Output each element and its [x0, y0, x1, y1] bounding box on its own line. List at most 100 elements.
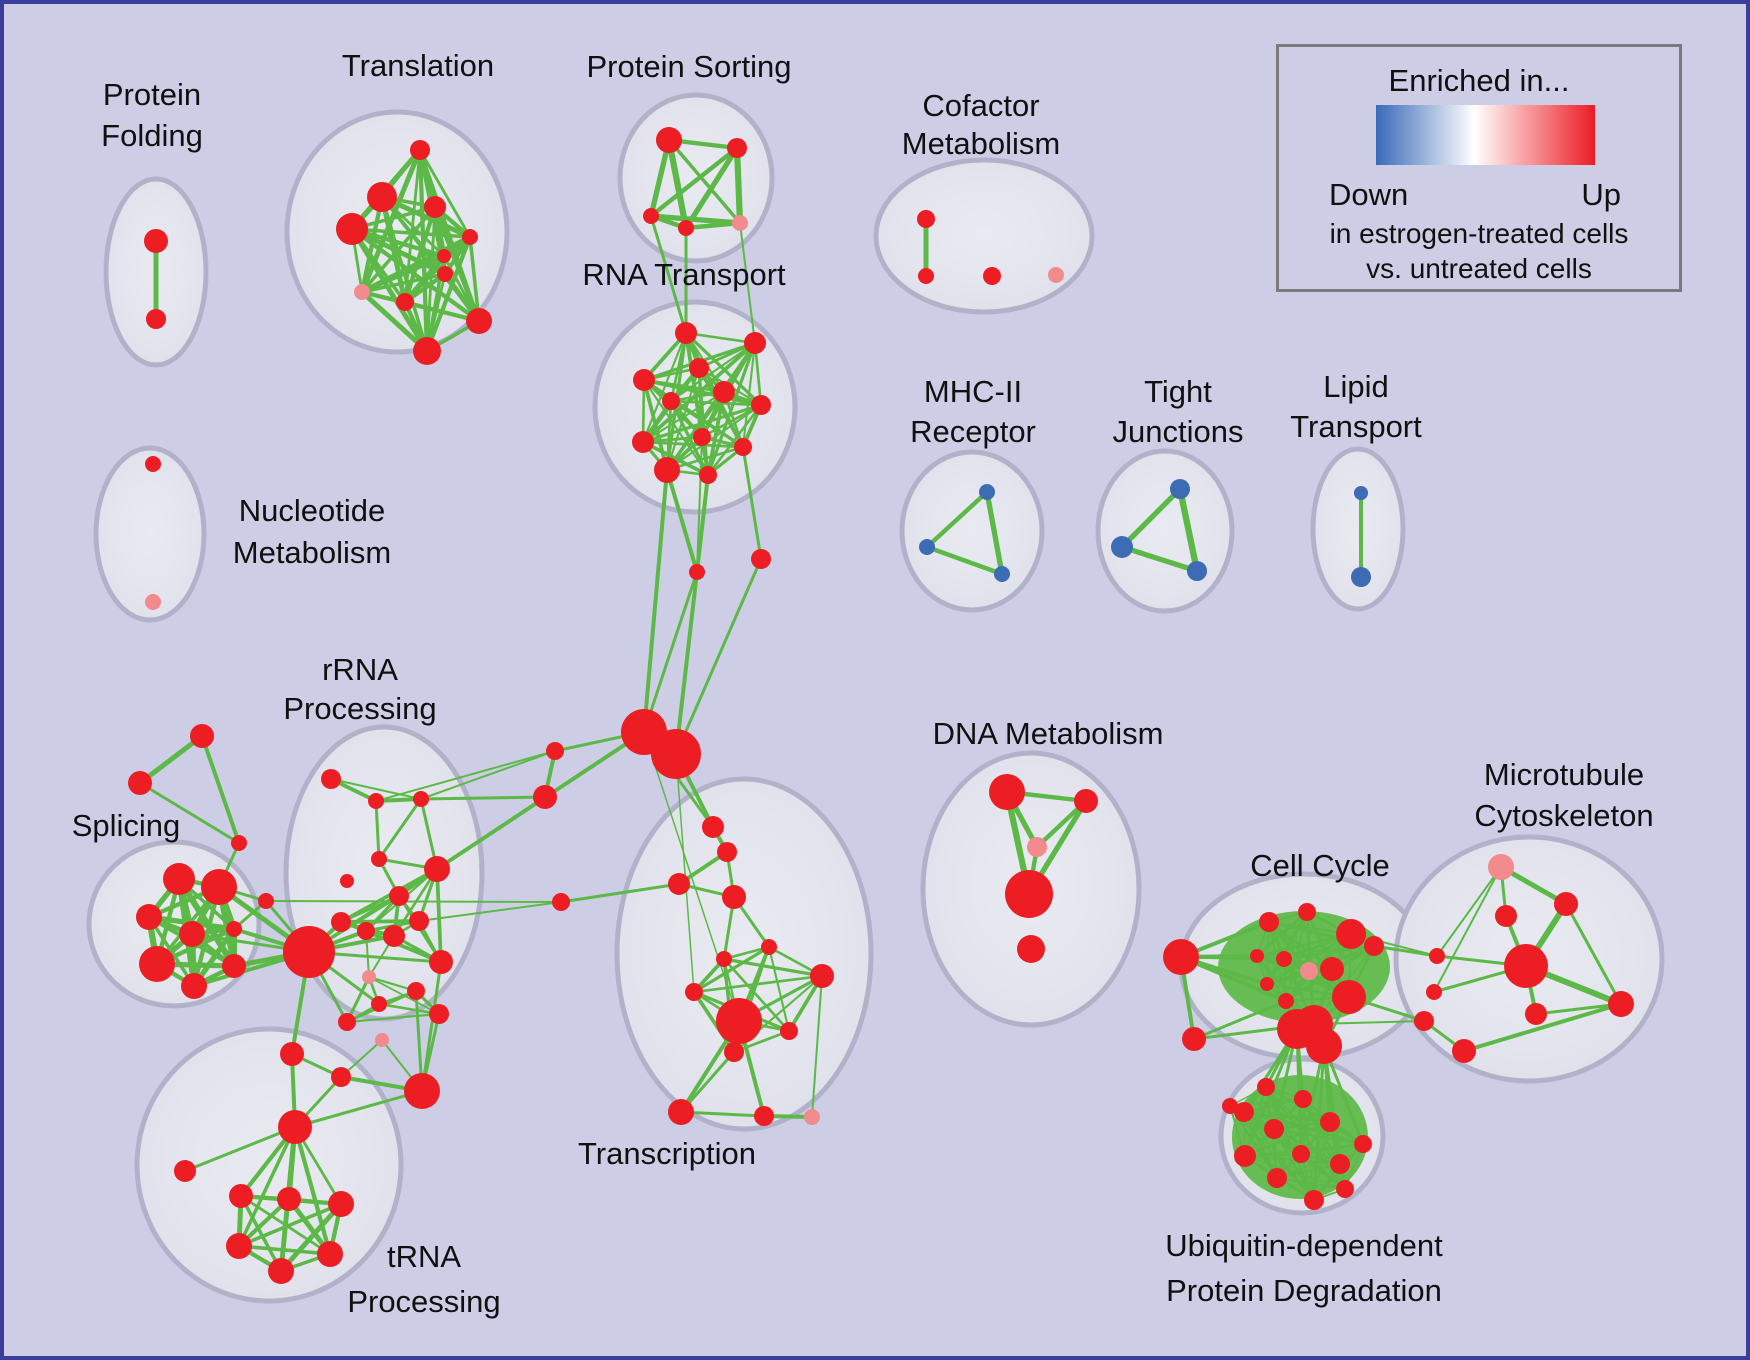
gene-set-node-red: [317, 1241, 343, 1267]
gene-set-node-red: [368, 793, 384, 809]
gene-set-node-red: [1277, 1009, 1317, 1049]
gene-set-node-red: [268, 1258, 294, 1284]
gene-set-node-red: [751, 395, 771, 415]
gene-set-node-red: [724, 1042, 744, 1062]
clique-edge: [237, 1244, 332, 1256]
legend-down-label: Down: [1329, 177, 1409, 212]
clique-edge: [1119, 486, 1183, 550]
clique-edge: [700, 403, 763, 439]
gene-set-node-red: [231, 835, 247, 851]
edge: [200, 734, 241, 845]
gene-set-node-red: [429, 1004, 449, 1024]
clique-edge: [641, 440, 745, 449]
gene-set-node-red: [1452, 1039, 1476, 1063]
edge: [679, 1050, 736, 1114]
gene-set-node-blue: [1111, 536, 1133, 558]
lipid-transport-ellipse: [1310, 446, 1406, 612]
gene-set-node-blue: [1187, 561, 1207, 581]
gene-set-node-red: [1074, 789, 1098, 813]
gene-set-node-red: [1304, 1190, 1324, 1210]
cofactor-metabolism-ellipse: [873, 157, 1095, 315]
edge: [642, 468, 669, 734]
gene-set-node-red: [424, 856, 450, 882]
gene-set-node-red: [668, 873, 690, 895]
gene-set-node-pink: [732, 215, 748, 231]
gene-set-node-red: [744, 332, 766, 354]
gene-set-node-red: [462, 229, 478, 245]
gene-set-node-blue: [994, 566, 1010, 582]
gene-set-node-red: [1320, 957, 1344, 981]
gene-set-node-blue: [919, 539, 935, 555]
gene-set-node-red: [1426, 984, 1442, 1000]
edge: [138, 781, 241, 845]
gene-set-node-red: [404, 1073, 440, 1109]
gene-set-node-red: [201, 869, 237, 905]
edge: [420, 750, 556, 800]
clique-edge: [1282, 944, 1376, 961]
gene-set-node-red: [716, 951, 732, 967]
gene-set-node-pink: [1488, 854, 1514, 880]
gene-set-node-red: [139, 946, 175, 982]
gene-set-node-red: [780, 1022, 798, 1040]
mhc-ii-receptor-label: MHC-II: [924, 374, 1022, 409]
gene-set-node-red: [678, 220, 694, 236]
gene-set-node-red: [1250, 949, 1264, 963]
gene-set-node-red: [258, 893, 274, 909]
gene-set-node-red: [321, 769, 341, 789]
gene-set-node-red: [633, 369, 655, 391]
clique-edge: [349, 226, 482, 324]
clique-edge: [669, 341, 757, 403]
microtubule-cytoskeleton-label: Cytoskeleton: [1474, 798, 1653, 833]
clique-edge: [648, 137, 672, 219]
clique-edge: [1242, 1110, 1279, 1180]
clique-edge: [1276, 1163, 1341, 1179]
gene-set-node-red: [1336, 1180, 1354, 1198]
clique-edge: [1119, 544, 1200, 574]
gene-set-node-red: [466, 308, 492, 334]
clique-edge: [292, 1124, 333, 1257]
clique-edge: [359, 289, 430, 354]
gene-set-node-pink: [1027, 837, 1047, 857]
edge: [1534, 1002, 1623, 1016]
gene-set-node-red: [424, 196, 446, 218]
gene-set-node-pink: [145, 594, 161, 610]
clique-edge: [692, 945, 771, 994]
nucleotide-metabolism-label: Metabolism: [233, 535, 392, 570]
gene-set-node-red: [1320, 1112, 1340, 1132]
clique-edge: [359, 147, 423, 295]
gene-set-node-red: [918, 268, 934, 284]
gene-set-node-red: [429, 950, 453, 974]
gene-set-node-red: [1163, 939, 1199, 975]
gene-set-node-red: [1017, 935, 1045, 963]
gene-set-node-red: [367, 182, 397, 212]
clique-edge: [683, 145, 740, 231]
edge: [183, 1125, 297, 1173]
gene-set-node-red: [1005, 870, 1053, 918]
clique-edge: [239, 1194, 283, 1273]
nucleotide-metabolism-ellipse: [93, 445, 207, 623]
gene-set-node-pink: [804, 1109, 820, 1125]
gene-set-node-red: [1554, 892, 1578, 916]
legend-caption-line2: vs. untreated cells: [1366, 253, 1592, 284]
edge: [1299, 1044, 1326, 1156]
clique-edge: [402, 204, 438, 305]
clique-edge: [1276, 1143, 1364, 1179]
dna-metabolism-label: DNA Metabolism: [933, 716, 1164, 751]
gene-set-node-red: [717, 842, 737, 862]
clique-edge: [706, 341, 757, 477]
cell-cycle-label: Cell Cycle: [1250, 848, 1390, 883]
edge: [374, 799, 381, 861]
edge: [679, 1110, 766, 1118]
legend-title: Enriched in...: [1388, 63, 1570, 98]
gene-set-node-pink: [354, 284, 370, 300]
clique-edge: [349, 226, 448, 277]
gene-set-node-red: [226, 1233, 252, 1259]
gene-set-node-red: [179, 921, 205, 947]
gene-set-node-red: [340, 874, 354, 888]
gene-set-node-red: [190, 724, 214, 748]
gene-set-node-red: [136, 904, 162, 930]
gene-set-node-red: [1608, 991, 1634, 1017]
clique-edge: [424, 234, 473, 354]
clique-edge: [692, 974, 824, 994]
